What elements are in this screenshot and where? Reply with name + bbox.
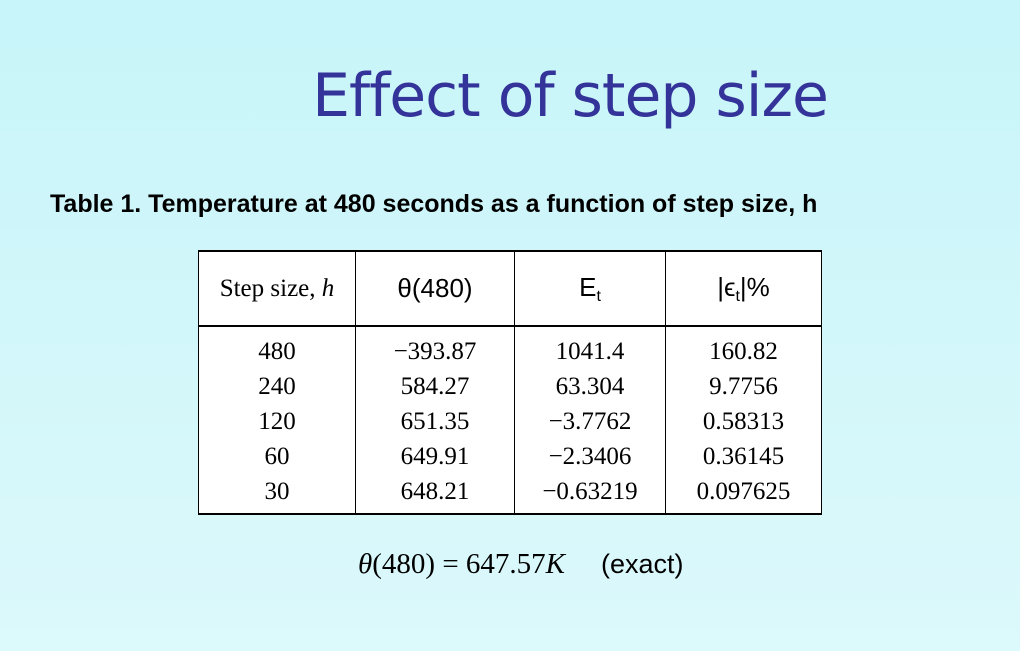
header-step-size: Step size, h [198,251,356,327]
table-caption: Table 1. Temperature at 480 seconds as a… [50,190,818,218]
cell-step: 480 [198,326,356,369]
cell-relative-error: 0.097625 [665,474,822,514]
step-size-table: Step size, h θ(480) Et |ϵt|% 480 −393.87… [198,250,822,515]
cell-relative-error: 0.36145 [665,439,822,474]
cell-theta: 649.91 [355,439,515,474]
cell-true-error: −2.3406 [514,439,666,474]
cell-step: 30 [198,474,356,514]
table-row: 30 648.21 −0.63219 0.097625 [198,474,822,514]
table-header-row: Step size, h θ(480) Et |ϵt|% [198,251,822,327]
slide-title: Effect of step size [312,61,829,131]
cell-relative-error: 0.58313 [665,404,822,439]
cell-theta: 648.21 [355,474,515,514]
header-relative-error: |ϵt|% [665,251,822,327]
cell-theta: 651.35 [355,404,515,439]
cell-step: 120 [198,404,356,439]
cell-theta: 584.27 [355,369,515,404]
cell-step: 60 [198,439,356,474]
cell-theta: −393.87 [355,326,515,369]
exact-value-line: θ(480) = 647.57K (exact) [358,548,684,581]
cell-step: 240 [198,369,356,404]
cell-relative-error: 9.7756 [665,369,822,404]
table-row: 60 649.91 −2.3406 0.36145 [198,439,822,474]
exact-note: (exact) [601,549,684,579]
cell-true-error: 1041.4 [514,326,666,369]
cell-relative-error: 160.82 [665,326,822,369]
table-row: 120 651.35 −3.7762 0.58313 [198,404,822,439]
table-row: 240 584.27 63.304 9.7756 [198,369,822,404]
exact-equation: θ(480) = 647.57K [358,548,566,580]
header-theta: θ(480) [355,251,515,327]
cell-true-error: −0.63219 [514,474,666,514]
cell-true-error: −3.7762 [514,404,666,439]
header-true-error: Et [514,251,666,327]
table-row: 480 −393.87 1041.4 160.82 [198,326,822,369]
cell-true-error: 63.304 [514,369,666,404]
